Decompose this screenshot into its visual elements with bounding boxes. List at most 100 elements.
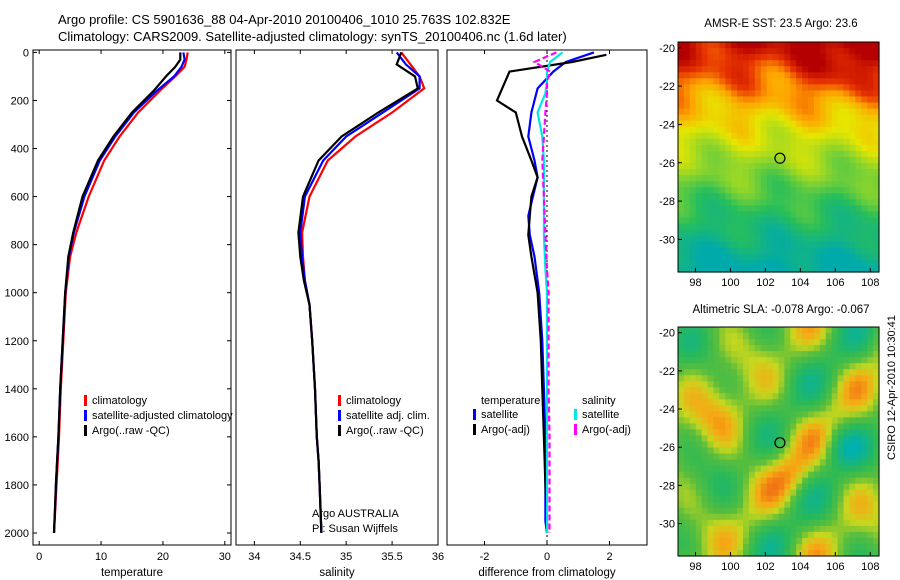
sst-heatmap-cell xyxy=(743,223,750,231)
sst-heatmap-cell xyxy=(802,78,809,85)
sst-heatmap-cell xyxy=(843,108,851,116)
sla-heatmap-cell xyxy=(873,501,880,509)
sst-heatmap-cell xyxy=(843,217,851,225)
sst-heatmap-cell xyxy=(725,96,732,104)
sla-heatmap-cell xyxy=(725,441,732,449)
sla-heatmap-cell xyxy=(725,459,732,467)
sla-heatmap-cell xyxy=(695,471,703,479)
sst-heatmap-cell xyxy=(695,181,703,188)
sst-heatmap-cell xyxy=(867,132,874,140)
sla-heatmap-cell xyxy=(678,339,685,346)
sst-heatmap-cell xyxy=(743,150,750,158)
sla-heatmap-cell xyxy=(678,549,685,557)
sla-heatmap-cell xyxy=(725,525,732,533)
sst-heatmap-cell xyxy=(731,223,738,231)
sst-heatmap-cell xyxy=(819,54,827,61)
sla-heatmap-cell xyxy=(843,543,851,551)
sla-heatmap-cell xyxy=(796,531,803,539)
sst-heatmap-cell xyxy=(819,265,827,273)
sla-heatmap-cell xyxy=(772,429,780,437)
sst-heatmap-cell xyxy=(802,144,809,152)
sst-heatmap-cell xyxy=(813,163,821,170)
sla-heatmap-cell xyxy=(683,537,691,545)
sst-heatmap-cell xyxy=(867,150,874,158)
sla-heatmap-cell xyxy=(861,345,868,352)
sla-heatmap-cell xyxy=(748,543,756,551)
sst-heatmap-cell xyxy=(849,235,856,243)
sla-heatmap-cell xyxy=(707,483,715,491)
sst-heatmap-cell xyxy=(766,265,774,273)
sst-heatmap-cell xyxy=(831,108,839,116)
sla-heatmap-cell xyxy=(796,501,803,509)
sst-heatmap-cell xyxy=(784,78,791,85)
sla-heatmap-cell xyxy=(754,483,762,491)
sst-heatmap-cell xyxy=(855,114,862,122)
sla-heatmap-cell xyxy=(748,465,756,473)
sla-heatmap-cell xyxy=(778,441,786,449)
sst-heatmap-cell xyxy=(731,150,738,158)
sla-heatmap-cell xyxy=(855,465,862,473)
sla-heatmap-cell xyxy=(707,327,715,334)
sla-heatmap-cell xyxy=(707,513,715,521)
sst-heatmap-cell xyxy=(819,169,827,176)
sla-heatmap-cell xyxy=(683,459,691,467)
sla-heatmap-cell xyxy=(695,375,703,382)
sst-heatmap-cell xyxy=(849,60,856,67)
sla-heatmap-cell xyxy=(707,387,715,394)
sst-heatmap-cell xyxy=(819,199,827,207)
sla-heatmap-cell xyxy=(754,453,762,461)
sst-heatmap-cell xyxy=(861,78,868,85)
sst-heatmap-cell xyxy=(873,48,880,55)
sla-heatmap-cell xyxy=(873,513,880,521)
sst-heatmap-cell xyxy=(790,72,797,79)
sst-heatmap-cell xyxy=(737,265,744,273)
sla-heatmap-cell xyxy=(695,549,703,557)
sst-heatmap-cell xyxy=(784,132,791,140)
sla-heatmap-cells xyxy=(678,327,880,557)
sla-heatmap-cell xyxy=(813,405,821,412)
sst-heatmap-cell xyxy=(731,181,738,188)
sst-heatmap-cell xyxy=(766,247,774,255)
sla-heatmap-cell xyxy=(819,363,827,370)
sla-heatmap-cell xyxy=(772,447,780,455)
sst-heatmap-cell xyxy=(743,114,750,122)
sst-heatmap-cell xyxy=(695,163,703,170)
sst-heatmap-cell xyxy=(737,120,744,128)
sla-heatmap-cell xyxy=(843,381,851,388)
sla-heatmap-cell xyxy=(748,327,756,334)
sst-heatmap-cell xyxy=(743,72,750,79)
sla-heatmap-cell xyxy=(766,471,774,479)
sst-heatmap-cell xyxy=(802,199,809,207)
sst-heatmap-cell xyxy=(707,126,715,134)
sla-heatmap-cell xyxy=(707,459,715,467)
sst-heatmap-cell xyxy=(855,235,862,243)
sla-heatmap-cell xyxy=(837,531,845,539)
sla-heatmap-cell xyxy=(813,531,821,539)
sst-heatmap-cell xyxy=(683,120,691,128)
sst-heatmap-cell xyxy=(725,229,732,237)
sla-heatmap-cell xyxy=(772,543,780,551)
sst-heatmap-cell xyxy=(737,132,744,140)
sla-heatmap-cell xyxy=(837,477,845,485)
sla-heatmap-cell xyxy=(772,465,780,473)
sla-heatmap-cell xyxy=(855,549,862,557)
sla-heatmap-cell xyxy=(683,447,691,455)
sla-heatmap-cell xyxy=(855,423,862,431)
sla-heatmap-cell xyxy=(784,543,791,551)
sla-heatmap-cell xyxy=(719,393,726,400)
sla-heatmap-cell xyxy=(831,417,839,425)
sla-heatmap-cell xyxy=(867,429,874,437)
sla-heatmap-cell xyxy=(831,525,839,533)
sst-heatmap-cell xyxy=(748,157,756,164)
sla-heatmap-cell xyxy=(743,483,750,491)
sla-heatmap-cell xyxy=(766,375,774,382)
sst-heatmap-cell xyxy=(796,253,803,261)
sst-heatmap-cell xyxy=(813,241,821,249)
sla-heatmap-cell xyxy=(843,483,851,491)
sst-heatmap-cell xyxy=(701,78,709,85)
sst-heatmap-cell xyxy=(683,241,691,249)
sst-heatmap-cell xyxy=(725,265,732,273)
sla-xtick-label: 98 xyxy=(689,561,701,573)
sst-heatmap-cell xyxy=(778,163,786,170)
sst-heatmap-cell xyxy=(867,114,874,122)
